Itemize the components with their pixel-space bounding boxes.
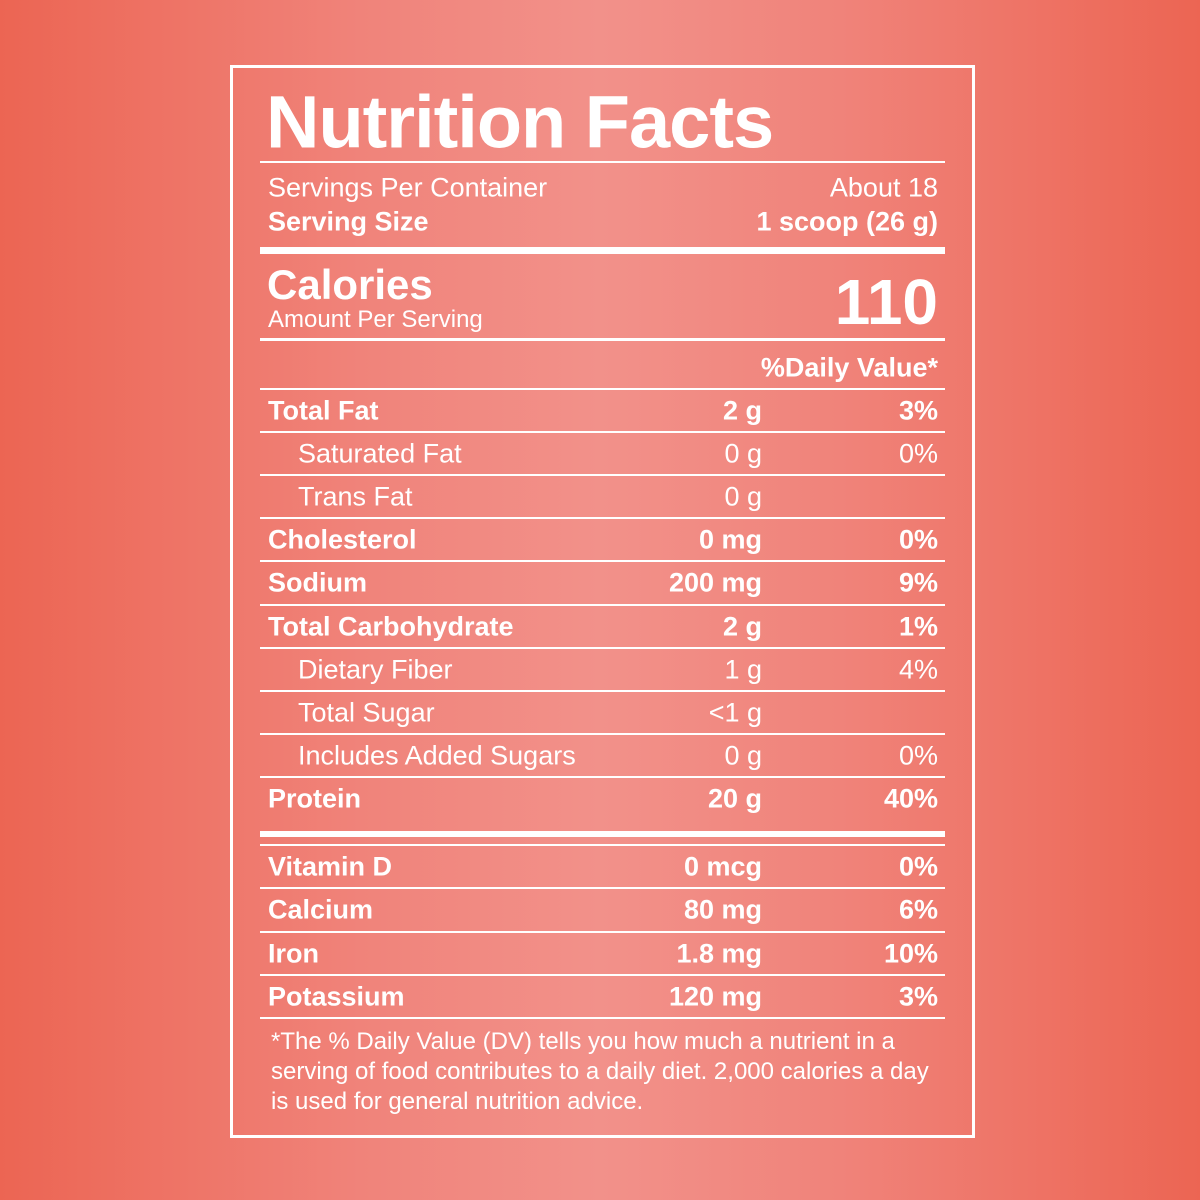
rule bbox=[260, 338, 945, 341]
nutrient-name: Protein bbox=[268, 783, 362, 814]
rule bbox=[260, 474, 945, 477]
calories-label: Calories bbox=[267, 261, 433, 308]
thick-rule bbox=[260, 831, 945, 837]
dv-header: %Daily Value* bbox=[760, 352, 938, 383]
rule bbox=[260, 973, 945, 976]
rule bbox=[260, 161, 945, 163]
rule bbox=[260, 930, 945, 933]
nutrient-name: Sodium bbox=[268, 567, 367, 598]
nutrient-amount: 0 g bbox=[724, 438, 762, 469]
nutrient-name: Total Sugar bbox=[298, 697, 435, 728]
nutrient-amount: 2 g bbox=[722, 611, 762, 641]
rule bbox=[260, 689, 945, 692]
nutrient-amount: 1.8 mg bbox=[676, 938, 762, 969]
nutrient-name: Potassium bbox=[268, 981, 405, 1012]
nutrient-name: Dietary Fiber bbox=[298, 654, 453, 685]
nutrient-dv: 4% bbox=[898, 654, 938, 685]
footnote: *The % Daily Value (DV) tells you how mu… bbox=[271, 1028, 929, 1115]
nutrient-amount: 0 g bbox=[724, 740, 762, 771]
nutrient-amount: <1 g bbox=[708, 697, 762, 728]
servings-value: About 18 bbox=[829, 172, 938, 203]
nutrient-dv: 9% bbox=[898, 567, 938, 598]
nutrient-dv: 3% bbox=[898, 395, 938, 426]
label-border bbox=[230, 65, 975, 1138]
nutrient-amount: 120 mg bbox=[668, 981, 762, 1012]
nutrient-amount: 0 mg bbox=[698, 524, 762, 555]
nutrient-amount: 20 g bbox=[707, 783, 762, 814]
nutrient-amount: 80 mg bbox=[683, 894, 762, 925]
serving-size-label: Serving Size bbox=[268, 206, 429, 237]
rule bbox=[260, 517, 945, 520]
nutrient-name: Iron bbox=[268, 938, 319, 969]
nutrient-name: Cholesterol bbox=[268, 524, 417, 555]
nutrient-name: Total Fat bbox=[268, 395, 379, 426]
nutrient-name: Includes Added Sugars bbox=[298, 740, 576, 771]
nutrient-amount: 1 g bbox=[724, 654, 762, 685]
nutrient-amount: 2 g bbox=[722, 395, 762, 426]
title: Nutrition Facts bbox=[266, 80, 774, 164]
nutrient-amount: 200 mg bbox=[668, 567, 762, 598]
nutrient-dv: 40% bbox=[883, 783, 938, 814]
nutrient-amount: 0 g bbox=[724, 481, 762, 512]
nutrient-dv: 0% bbox=[898, 524, 938, 555]
rule bbox=[260, 887, 945, 890]
rule bbox=[260, 560, 945, 563]
serving-size-value: 1 scoop (26 g) bbox=[756, 206, 938, 237]
nutrient-dv: 3% bbox=[898, 981, 938, 1012]
nutrient-dv: 0% bbox=[898, 438, 938, 469]
nutrient-name: Saturated Fat bbox=[298, 438, 462, 469]
nutrient-name: Total Carbohydrate bbox=[268, 611, 514, 641]
rule bbox=[260, 603, 945, 606]
rule bbox=[260, 431, 945, 434]
nutrient-name: Calcium bbox=[268, 894, 374, 925]
rule bbox=[260, 1017, 945, 1019]
nutrient-dv: 6% bbox=[898, 894, 938, 925]
nutrient-dv: 0% bbox=[898, 851, 938, 882]
calories-sub: Amount Per Serving bbox=[268, 306, 483, 333]
rule bbox=[260, 646, 945, 649]
rule bbox=[260, 844, 945, 846]
rule bbox=[260, 388, 945, 390]
nutrient-dv: 0% bbox=[898, 740, 938, 771]
rule bbox=[260, 775, 945, 778]
nutrient-dv: 1% bbox=[898, 611, 938, 641]
calories-value: 110 bbox=[834, 266, 938, 338]
rule bbox=[260, 732, 945, 735]
servings-label: Servings Per Container bbox=[268, 172, 548, 203]
nutrient-amount: 0 mcg bbox=[683, 851, 762, 882]
nutrient-name: Trans Fat bbox=[298, 481, 413, 512]
thick-rule bbox=[260, 247, 945, 254]
nutrient-name: Vitamin D bbox=[268, 851, 393, 882]
nutrient-dv: 10% bbox=[883, 938, 938, 969]
